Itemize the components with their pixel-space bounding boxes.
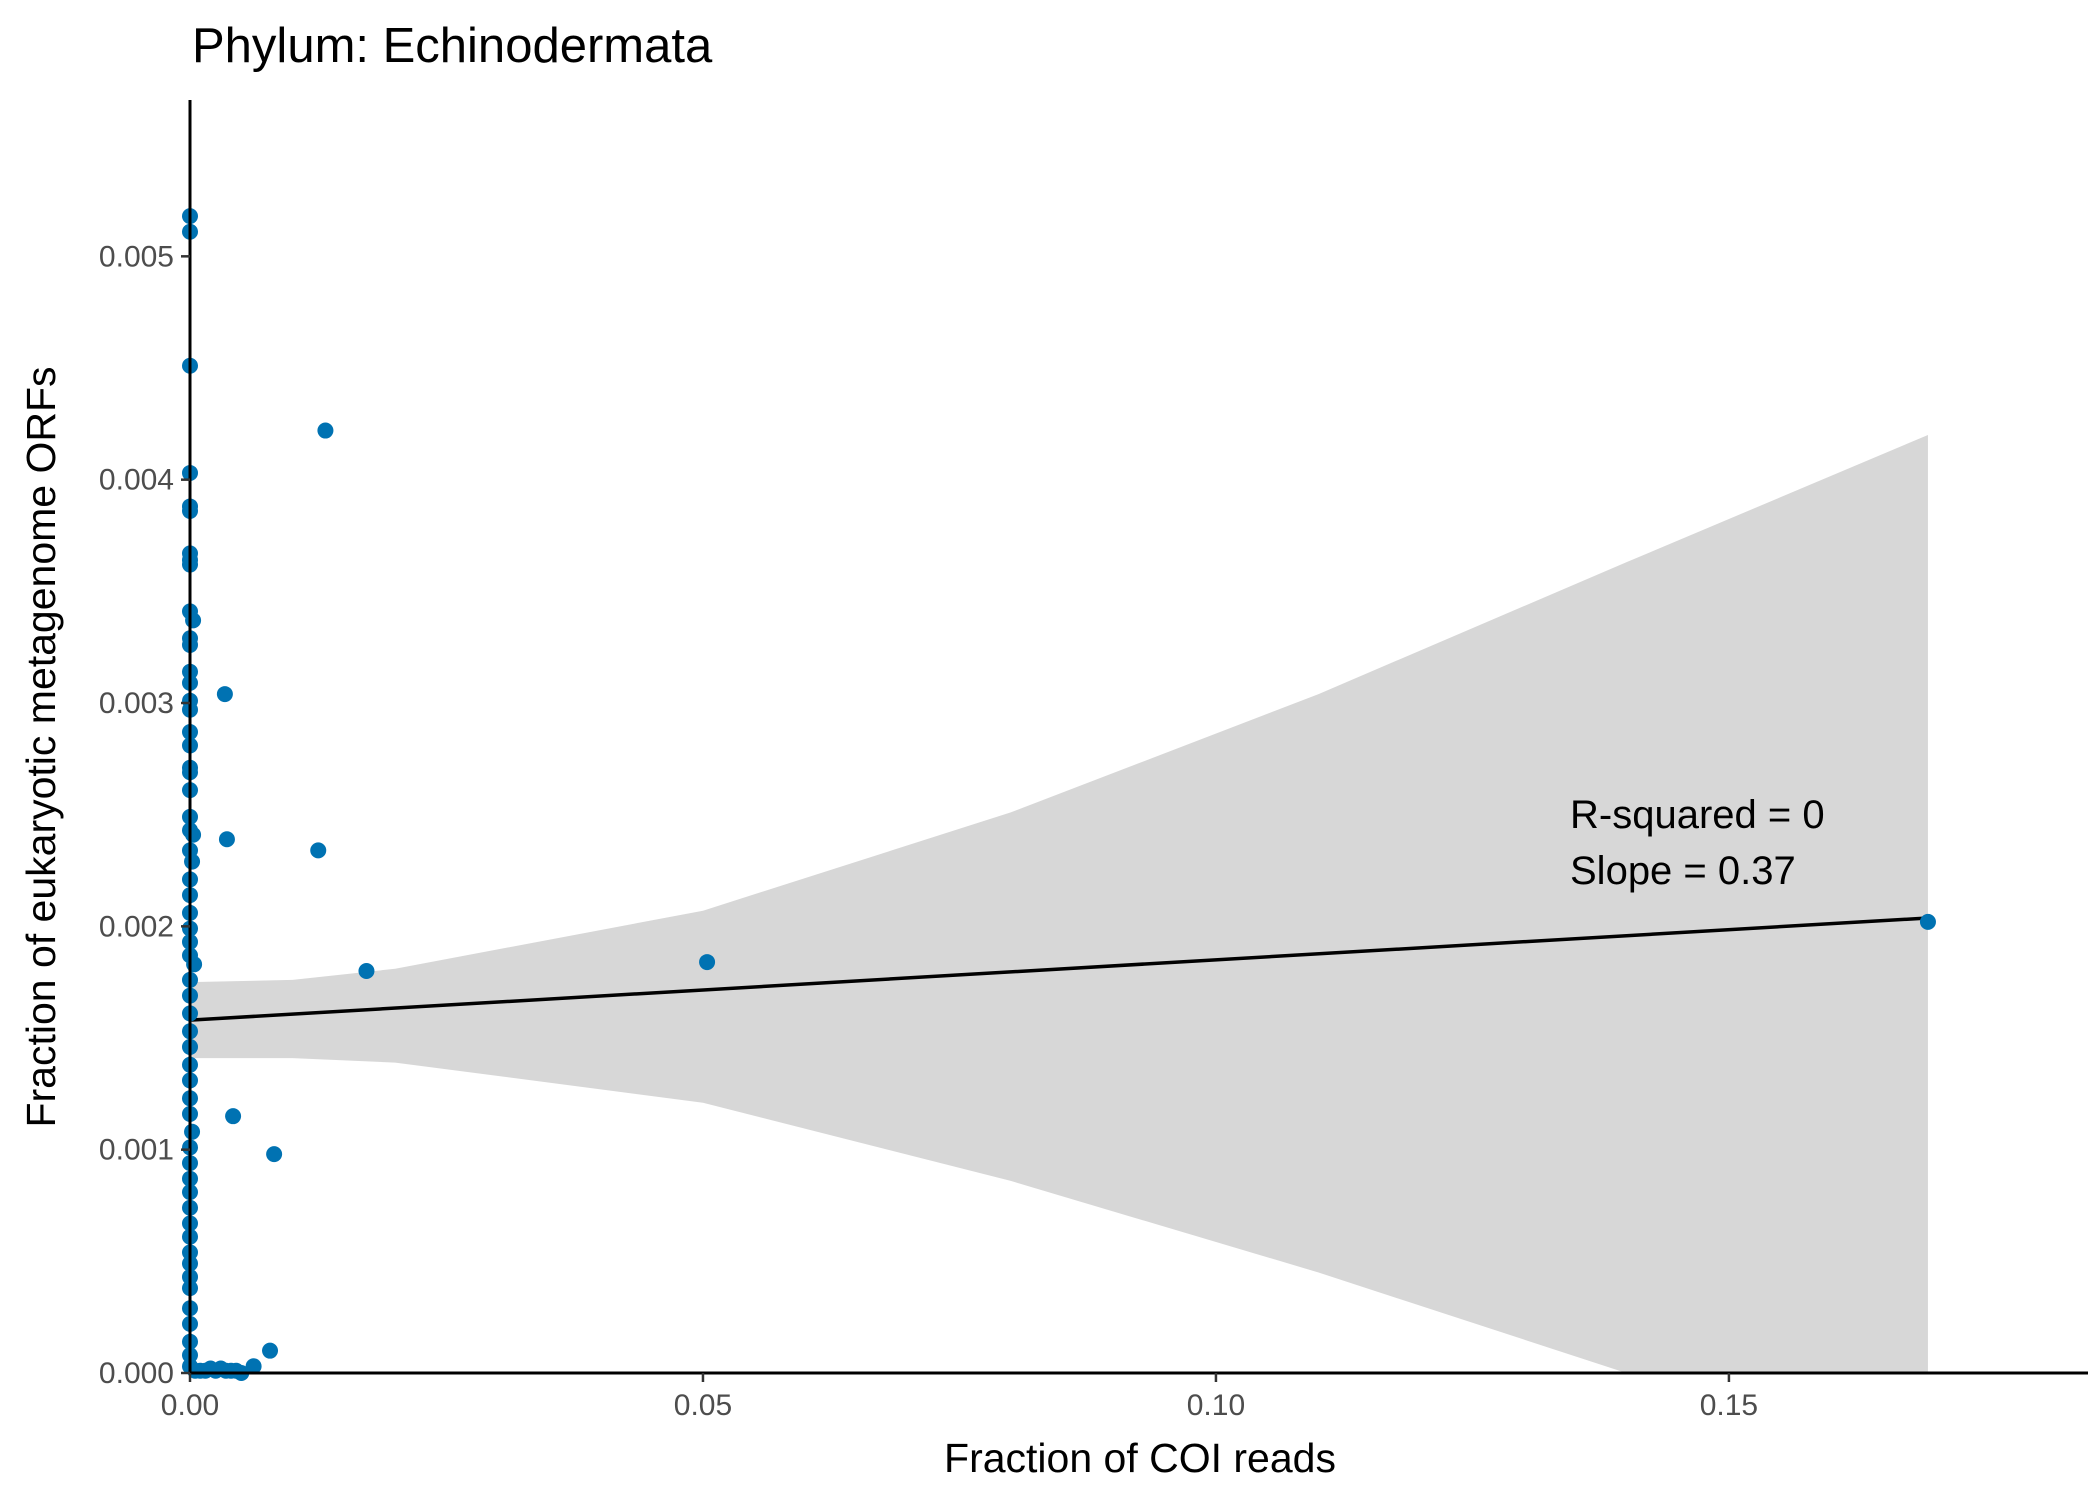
r-squared-annotation: R-squared = 0 [1570,793,1825,837]
slope-annotation: Slope = 0.37 [1570,849,1796,893]
data-point-80 [1919,913,1936,930]
x-tick-label-0: 0.00 [161,1389,219,1422]
y-tick-label-0: 0.000 [99,1357,174,1390]
y-tick-label-1: 0.001 [99,1134,174,1167]
data-point-78 [358,963,375,979]
data-point-74 [218,831,235,848]
data-point-73 [216,686,233,703]
x-tick-label-3: 0.15 [1700,1389,1758,1422]
y-tick-label-4: 0.004 [99,464,174,497]
y-axis-title: Fraction of eukaryotic metagenome ORFs [18,366,64,1127]
x-tick-label-2: 0.10 [1187,1389,1245,1422]
data-point-71 [262,1342,279,1359]
x-tick-label-1: 0.05 [674,1389,732,1422]
data-point-75 [310,842,327,859]
x-axis-title: Fraction of COI reads [944,1435,1336,1481]
data-point-10 [185,612,202,629]
data-point-24 [185,826,202,843]
data-point-70 [245,1358,262,1375]
regression-line [189,916,1929,1022]
confidence-band [190,435,1928,1373]
y-tick-label-5: 0.005 [99,240,174,273]
y-tick-label-3: 0.003 [99,687,174,720]
y-tick-label-2: 0.002 [99,910,174,943]
data-point-43 [184,1123,201,1140]
chart-title: Phylum: Echinodermata [192,19,713,73]
x-axis-ticks: 0.00 0.05 0.10 0.15 [161,1373,1758,1422]
data-point-26 [184,853,201,870]
fit-line-layer [189,916,1929,1022]
data-point-79 [699,954,716,971]
data-point-76 [225,1108,242,1125]
confidence-band-layer [190,435,1928,1373]
y-axis-ticks: 0.000 0.001 0.002 0.003 0.004 0.005 [99,240,190,1390]
data-point-72 [317,422,334,439]
data-point-77 [266,1146,283,1163]
